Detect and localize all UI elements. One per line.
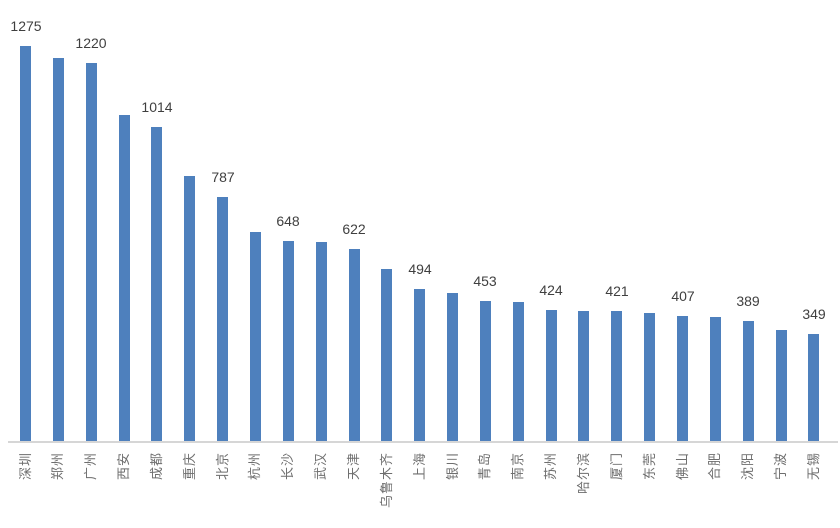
x-axis-label-text: 上海 — [412, 452, 427, 481]
bar — [644, 313, 655, 442]
x-axis-label-text: 青岛 — [477, 452, 492, 481]
bar — [611, 311, 622, 442]
bar-value-label: 407 — [671, 288, 695, 304]
bar-value-label: 622 — [342, 221, 366, 237]
bar — [349, 249, 360, 442]
bar-value-label: 787 — [211, 169, 235, 185]
bar — [513, 302, 524, 442]
x-axis-label-text: 重庆 — [182, 452, 197, 481]
bar — [776, 330, 787, 442]
bar — [53, 58, 64, 442]
x-axis-label-text: 沈阳 — [740, 452, 755, 481]
x-axis-label-text: 郑州 — [50, 452, 65, 481]
x-axis-label-text: 武汉 — [313, 452, 328, 481]
bar-value-label: 389 — [736, 293, 760, 309]
x-axis-label-text: 宁波 — [773, 452, 788, 481]
bar-value-label: 349 — [802, 306, 826, 322]
x-axis-label-text: 成都 — [149, 452, 164, 481]
x-axis-label-text: 长沙 — [280, 452, 295, 481]
bar — [283, 241, 294, 442]
bar — [119, 115, 130, 442]
bar — [710, 317, 721, 442]
x-axis-label-text: 深圳 — [18, 452, 33, 481]
x-axis-label-text: 乌鲁木齐 — [379, 452, 394, 509]
bar — [677, 316, 688, 442]
x-axis-label-text: 银川 — [445, 452, 460, 481]
bar — [381, 269, 392, 442]
x-axis-label-text: 东莞 — [642, 452, 657, 481]
x-axis-label-text: 北京 — [215, 452, 230, 481]
x-axis-label-text: 合肥 — [707, 452, 722, 481]
bar — [250, 232, 261, 442]
bar-value-label: 494 — [408, 261, 432, 277]
bar — [578, 311, 589, 442]
bar — [316, 242, 327, 442]
bar-value-label: 1275 — [10, 18, 42, 34]
x-axis-label-text: 苏州 — [543, 452, 558, 481]
x-axis-label-text: 厦门 — [609, 452, 624, 481]
bar — [151, 127, 162, 442]
bar — [546, 310, 557, 442]
x-axis-label-text: 天津 — [346, 452, 361, 481]
bar-value-label: 421 — [605, 283, 629, 299]
bar — [808, 334, 819, 442]
x-axis-label-text: 南京 — [510, 452, 525, 481]
bar — [447, 293, 458, 442]
bar — [20, 46, 31, 442]
x-axis-label-text: 无锡 — [806, 452, 821, 481]
bar-value-label: 648 — [276, 213, 300, 229]
bar-value-label: 1220 — [75, 35, 107, 51]
bar-value-label: 453 — [473, 273, 497, 289]
x-axis-label-text: 广州 — [83, 452, 98, 481]
bar — [743, 321, 754, 442]
bar — [414, 289, 425, 442]
x-axis-label-text: 哈尔滨 — [576, 452, 591, 495]
x-axis-label-text: 杭州 — [247, 452, 262, 481]
x-axis-label-text: 西安 — [116, 452, 131, 481]
bar — [480, 301, 491, 442]
x-axis-line — [8, 441, 838, 443]
bar — [86, 63, 97, 442]
bar — [184, 176, 195, 442]
bar — [217, 197, 228, 442]
bar-value-label: 424 — [539, 282, 563, 298]
x-axis-label-text: 佛山 — [675, 452, 690, 481]
bar-value-label: 1014 — [141, 99, 173, 115]
